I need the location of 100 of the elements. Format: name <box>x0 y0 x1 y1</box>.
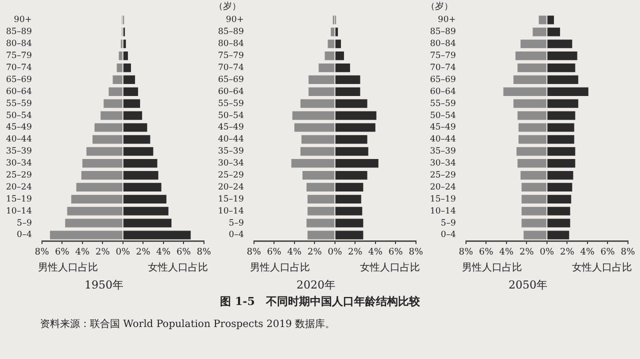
x-tick-label: 4% <box>368 248 383 258</box>
bar <box>123 159 158 168</box>
bar <box>123 123 148 132</box>
bar <box>330 28 334 36</box>
bar <box>123 194 166 204</box>
x-tick-label: 6% <box>176 248 192 258</box>
text: 1950年 <box>84 278 124 292</box>
y-tick-label: 20–24 <box>6 182 32 192</box>
bar <box>547 182 572 192</box>
bar <box>123 87 138 96</box>
text: 女性人口占比 <box>360 261 420 274</box>
bar <box>123 206 168 216</box>
y-tick-label: 55–59 <box>218 98 244 109</box>
bar <box>81 170 122 180</box>
y-tick-label: 15–19 <box>218 194 244 204</box>
bar <box>335 111 376 120</box>
bar <box>547 63 576 72</box>
bar <box>547 194 572 204</box>
bar <box>118 52 122 60</box>
bar <box>123 111 142 120</box>
bar <box>335 99 368 108</box>
y-tick-label: 10–14 <box>218 206 244 216</box>
bar <box>306 182 334 192</box>
bar <box>308 206 334 216</box>
x-tick-label: 2% <box>307 248 322 258</box>
y-axis-title: （岁） <box>426 0 453 12</box>
bar <box>516 147 546 156</box>
x-tick-label: 0% <box>328 248 342 258</box>
bar <box>547 87 588 96</box>
y-tick-label: 60–64 <box>430 86 456 97</box>
bar <box>538 16 546 24</box>
y-tick-label: 30–34 <box>6 158 32 169</box>
y-tick-label: 65–69 <box>218 74 244 85</box>
bar <box>547 135 574 144</box>
x-tick-label: 4% <box>580 248 595 258</box>
bar <box>308 230 334 240</box>
y-tick-label: 85–89 <box>430 27 456 38</box>
text: 2050年 <box>508 278 548 292</box>
x-tick-label: 2% <box>348 248 363 258</box>
bar <box>335 123 376 132</box>
bar <box>522 182 546 192</box>
text: 女性人口占比 <box>572 261 632 274</box>
bar <box>104 99 122 108</box>
bar <box>522 206 546 216</box>
bar <box>116 63 122 72</box>
bar <box>82 159 122 168</box>
x-tick-label: 6% <box>600 248 616 258</box>
bar <box>520 170 546 180</box>
text: 男性人口占比 <box>462 261 522 274</box>
x-tick-label: 0% <box>540 248 554 258</box>
bar <box>291 159 334 168</box>
bar <box>518 111 546 120</box>
x-tick-label: 8% <box>620 248 636 258</box>
bar <box>328 40 334 48</box>
bar <box>308 87 334 96</box>
bar <box>318 63 334 72</box>
bar <box>123 170 158 180</box>
y-tick-label: 10–14 <box>6 206 32 216</box>
y-tick-label: 90+ <box>14 15 32 26</box>
bar <box>100 111 122 120</box>
bar <box>308 194 334 204</box>
bar <box>294 123 334 132</box>
bar <box>335 75 360 84</box>
bar <box>547 75 578 84</box>
bar <box>335 52 344 60</box>
text: 男性人口占比 <box>250 261 310 274</box>
bar <box>335 147 368 156</box>
bar <box>547 111 576 120</box>
bar <box>67 206 122 216</box>
text: 资料来源：联合国 World Population Prospects 2019 数据库。 <box>40 318 336 331</box>
bar <box>547 170 574 180</box>
x-tick-label: 6% <box>54 248 70 258</box>
y-tick-label: 80–84 <box>218 39 244 50</box>
y-axis-title: （岁） <box>214 0 241 12</box>
y-tick-label: 85–89 <box>6 27 32 38</box>
y-tick-label: 40–44 <box>430 134 456 145</box>
x-tick-label: 4% <box>75 248 90 258</box>
bar <box>306 218 334 228</box>
bar <box>547 218 570 228</box>
y-tick-label: 75–79 <box>218 51 244 62</box>
y-tick-label: 20–24 <box>218 182 244 192</box>
bar <box>547 16 554 24</box>
y-tick-label: 55–59 <box>430 98 456 109</box>
x-tick-label: 8% <box>34 248 50 258</box>
y-tick-label: 60–64 <box>6 86 32 97</box>
bar <box>94 123 122 132</box>
x-tick-label: 4% <box>156 248 171 258</box>
x-tick-label: 8% <box>196 248 212 258</box>
y-tick-label: 40–44 <box>218 134 244 145</box>
bar <box>520 40 546 48</box>
bar <box>92 135 122 144</box>
y-tick-label: 0–4 <box>440 230 456 240</box>
y-tick-label: 45–49 <box>6 122 32 133</box>
bar <box>123 218 172 228</box>
y-tick-label: 50–54 <box>218 110 244 121</box>
bar <box>123 75 136 84</box>
bar <box>108 87 122 96</box>
y-tick-label: 15–19 <box>6 194 32 204</box>
bar <box>518 63 546 72</box>
text: 男性人口占比 <box>38 261 98 274</box>
